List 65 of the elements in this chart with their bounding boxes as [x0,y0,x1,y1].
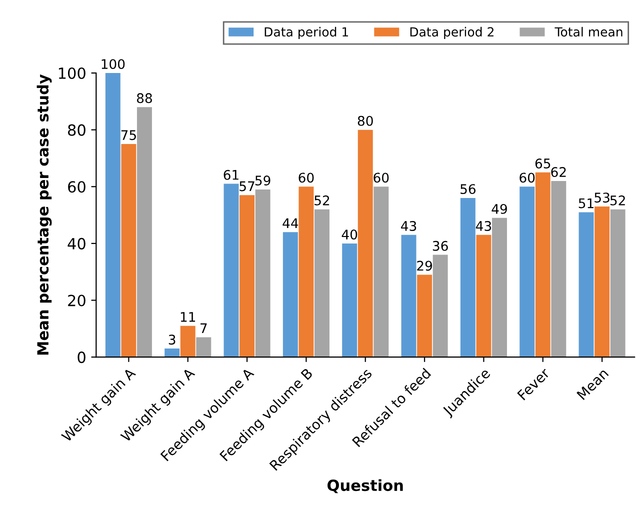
bar [180,326,196,358]
bar [417,274,432,358]
bar [610,209,626,358]
data-label: 52 [610,195,625,206]
bar [520,186,535,358]
bar [298,186,314,358]
bar [342,243,358,358]
bar [358,130,373,358]
bar [401,234,416,358]
data-label: 61 [224,170,238,180]
data-label: 53 [594,192,610,203]
y-tick-label: 0 [78,352,86,364]
data-label: 43 [401,221,416,231]
data-label: 40 [342,230,358,240]
data-label: 52 [314,195,330,206]
data-label: 29 [417,260,432,271]
data-label: 100 [102,59,125,70]
legend-label: Data period 1 [264,26,348,40]
bar [255,189,270,358]
data-label: 7 [200,323,207,334]
y-axis-title: Mean percentage per case study [36,74,52,355]
legend-label: Data period 2 [410,26,494,40]
x-axis-title: Question [328,479,403,494]
data-label: 88 [136,93,152,104]
y-tick-label: 40 [68,238,86,250]
bar [136,107,152,358]
bar [224,184,239,358]
bar [105,73,120,358]
bar [164,348,180,358]
data-label: 3 [168,334,176,345]
bar [240,195,255,358]
data-label: 59 [255,176,270,186]
data-label: 44 [282,218,298,228]
bar [121,144,136,358]
bar [551,180,566,358]
data-label: 80 [358,116,373,126]
bar [314,209,330,358]
data-label: 62 [551,167,566,178]
data-label: 57 [240,181,254,192]
y-tick-label: 100 [58,67,86,80]
data-label: 60 [520,172,535,183]
y-tick-label: 80 [68,124,86,136]
bar [460,198,476,358]
bar [196,337,212,358]
bar [535,172,550,358]
data-label: 60 [374,172,389,183]
bar [492,218,507,358]
bar [594,206,610,358]
data-label: 56 [460,184,476,194]
y-tick-label: 20 [68,294,86,306]
data-label: 36 [432,240,448,251]
data-label: 75 [121,130,136,140]
bar [578,212,594,358]
data-label: 49 [492,204,507,214]
data-label: 51 [578,198,594,208]
bar [432,254,448,358]
bar [476,234,492,358]
data-label: 11 [180,312,196,322]
y-tick-label: 60 [68,181,86,193]
bar [282,232,298,358]
data-label: 65 [535,158,550,168]
data-label: 43 [476,221,492,231]
bar [374,186,389,358]
legend-label: Total mean [554,26,622,37]
data-label: 60 [298,172,314,183]
